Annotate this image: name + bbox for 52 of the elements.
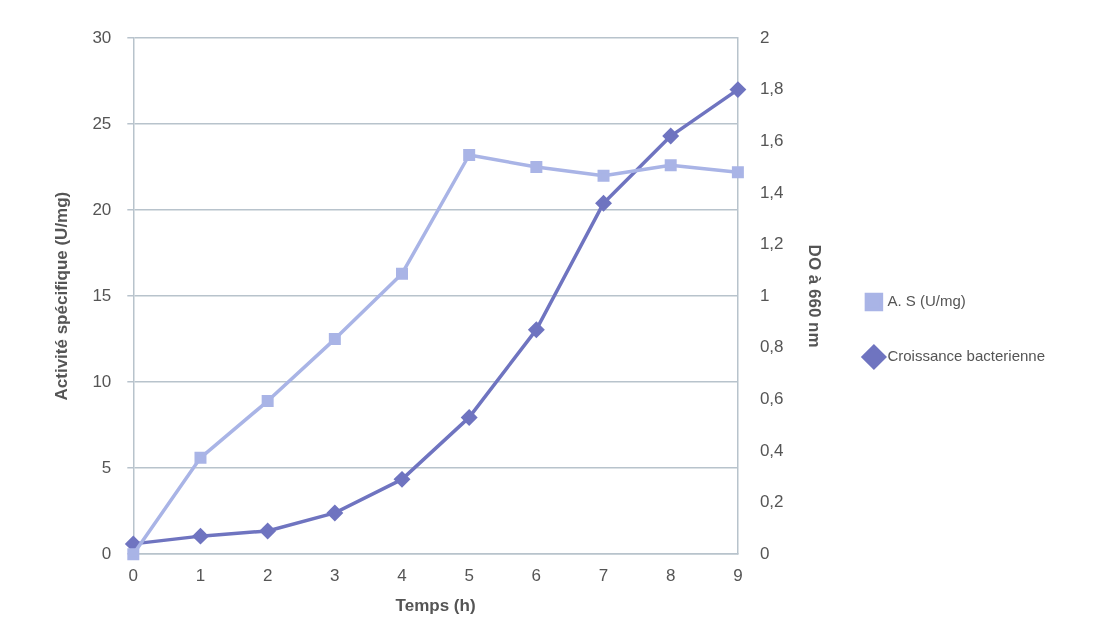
x-tick-label: 3 [330,566,340,586]
y2-tick-label: 0,2 [759,492,784,512]
point [194,451,207,464]
point [597,169,610,182]
x-tick-label: 6 [531,566,542,586]
x-tick-label: 1 [195,566,206,586]
point [259,523,276,539]
x-tick-label: 9 [733,566,743,586]
point [662,128,679,144]
y2-tick-label: 0,6 [759,389,784,409]
y2-tick-label: 1,4 [759,182,784,202]
y2-tick-label: 0 [759,543,770,563]
x-tick-label: 0 [128,566,139,586]
x-tick-label: 4 [397,566,407,586]
point [396,267,408,280]
point [394,471,410,488]
point [328,333,341,346]
point [461,409,477,426]
y2-tick-label: 2 [759,27,770,47]
y2-tick-label: 0,8 [759,337,784,357]
x-tick-label: 8 [665,566,676,586]
point [595,195,612,211]
y2-tick-label: 1,2 [759,234,784,254]
point [664,159,677,172]
x-tick-label: 7 [598,566,609,586]
y2-tick-label: 1,6 [759,130,784,150]
y-tick-label: 20 [92,199,112,219]
y-tick-label: 30 [92,27,112,47]
point [127,548,140,561]
point [192,528,209,544]
x-tick-label: 5 [464,566,474,586]
point [528,321,545,338]
point [463,149,476,161]
point [530,161,543,174]
legend-label: A. S (U/mg) [887,292,966,310]
y-tick-label: 15 [92,285,112,305]
y2-tick-label: 1,8 [759,79,784,99]
x-axis-title: Temps (h) [395,596,476,616]
point [327,505,343,521]
y-tick-label: 10 [92,371,112,391]
y2-tick-label: 1 [759,285,770,305]
x-tick-label: 2 [262,566,273,586]
y-axis-title: Activité spécifique (U/mg) [51,191,71,401]
y-tick-label: 5 [101,457,112,477]
point [731,166,744,179]
y2-axis-title: DO à 660 nm [805,244,825,348]
y-tick-label: 25 [92,113,112,133]
point [730,81,746,98]
point [261,395,274,408]
legend-label: Croissance bacterienne [887,347,1046,365]
y-tick-label: 0 [101,543,112,563]
y2-tick-label: 0,4 [759,440,784,460]
